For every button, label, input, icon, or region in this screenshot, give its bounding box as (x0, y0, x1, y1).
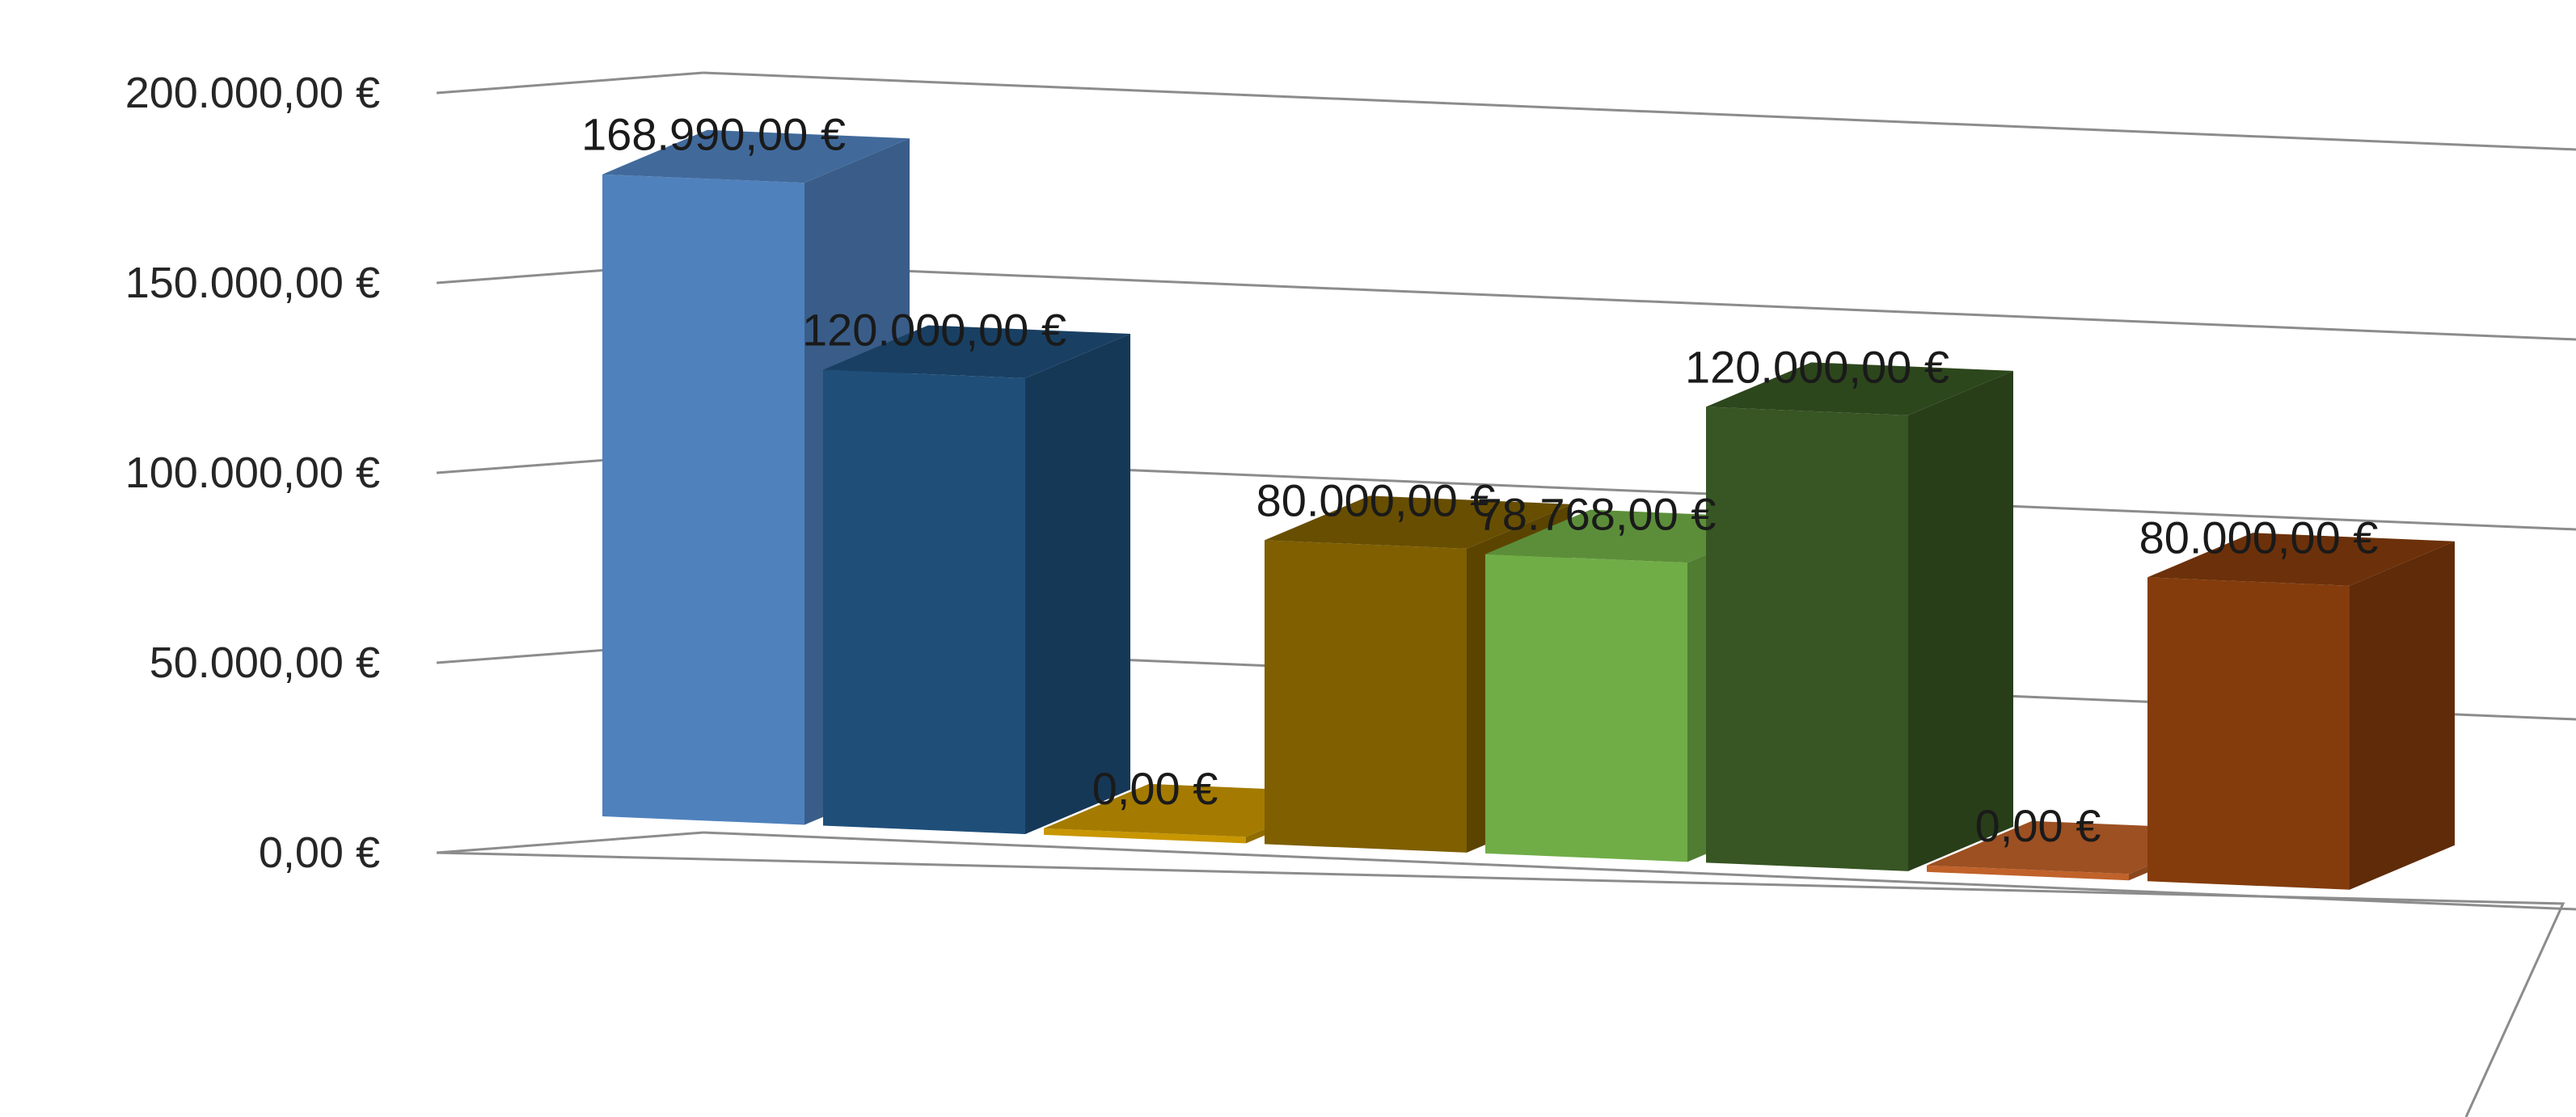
gridline-left (436, 71, 704, 95)
gridline-back (703, 261, 2576, 341)
y-tick-label: 100.000,00 € (125, 449, 380, 497)
bar-side (1908, 370, 2013, 871)
bar-data-label: 80.000,00 € (1256, 474, 1496, 525)
bar-front (823, 369, 1025, 834)
bar-top (1706, 362, 2013, 415)
bar-data-label: 0,00 € (1975, 800, 2101, 851)
bar-data-label: 168.990,00 € (581, 109, 846, 160)
bar-data-label: 78.768,00 € (1477, 489, 1717, 540)
bars (602, 129, 2455, 890)
bar-top (1265, 495, 1572, 549)
bar-front (1265, 540, 1467, 853)
y-tick-label: 50.000,00 € (150, 639, 380, 687)
bar-top (823, 325, 1130, 378)
y-tick-label: 0,00 € (259, 828, 380, 877)
bar-data-label: 120.000,00 € (802, 304, 1066, 355)
gridline-back (703, 71, 2576, 151)
data-labels: 168.990,00 € 120.000,00 € 0,00 € 80.000,00 … (581, 109, 2378, 851)
bar-front (1706, 407, 1908, 871)
bar-top (602, 129, 910, 183)
y-tick-label: 200.000,00 € (125, 69, 380, 117)
bar-front (1927, 865, 2129, 881)
bar-front (1485, 554, 1687, 862)
bar-side (1025, 333, 1130, 834)
bar-front (1044, 828, 1246, 844)
y-tick-label: 150.000,00 € (125, 259, 380, 307)
bar-data-label: 0,00 € (1092, 763, 1218, 814)
gridline-left (436, 831, 704, 854)
bar-front (602, 174, 804, 825)
y-axis-ticks: 0,00 € 50.000,00 € 100.000,00 € 150.000,00 … (125, 69, 380, 877)
bar-data-label: 120.000,00 € (1685, 341, 1949, 392)
bar-front (2147, 577, 2350, 890)
bar-side (2350, 541, 2455, 890)
bar-data-label: 80.000,00 € (2139, 512, 2379, 563)
bar-top (2147, 533, 2455, 586)
floor-edge (436, 851, 2565, 1117)
